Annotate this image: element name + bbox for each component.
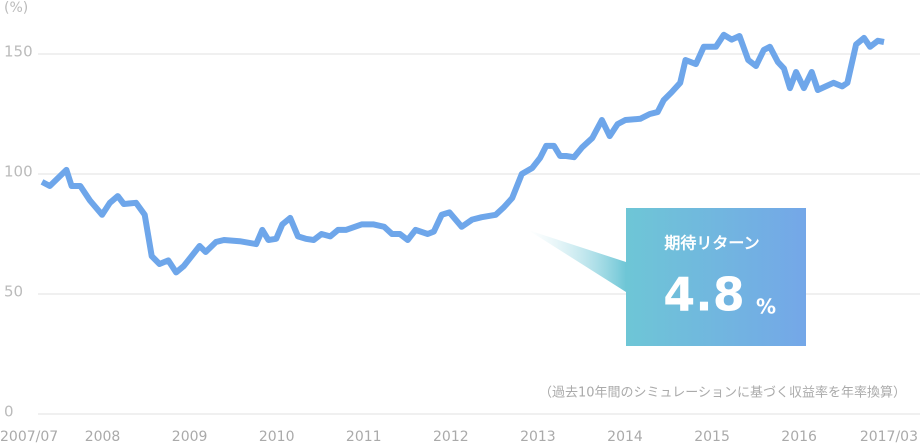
x-tick-label: 2007/07 xyxy=(0,429,58,445)
note: （過去10年間のシミュレーションに基づく収益率を年率換算） xyxy=(539,385,906,401)
x-tick-label: 2012 xyxy=(433,429,469,445)
y-tick-label: 150 xyxy=(4,43,33,61)
plot xyxy=(40,31,885,276)
y-tick-label: 100 xyxy=(4,163,33,181)
x-tick-label: 2015 xyxy=(694,429,730,445)
line xyxy=(40,31,885,276)
x-tick-label: 2013 xyxy=(520,429,556,445)
x-tick-label: 2011 xyxy=(346,429,382,445)
callout-label: 期待リターン xyxy=(664,234,759,253)
x-tick-label: 2008 xyxy=(85,429,121,445)
x-tick-label: 2009 xyxy=(172,429,208,445)
y-unit: (%) xyxy=(4,0,28,16)
callout-pointer xyxy=(528,230,626,292)
callout-value: 4.8 xyxy=(663,268,745,322)
x-tick-label: 2016 xyxy=(781,429,817,445)
x-tick-label: 2010 xyxy=(259,429,295,445)
callout-box xyxy=(626,208,806,346)
callout-unit: % xyxy=(756,295,776,319)
x-tick-label: 2017/03 xyxy=(860,429,918,445)
y-tick-label: 0 xyxy=(4,403,14,421)
grid: 0 50 100 150 2007/07 2008 2009 2010 2011 2012 2013… xyxy=(0,43,920,445)
y-tick-label: 50 xyxy=(4,283,23,301)
x-tick-label: 2014 xyxy=(607,429,643,445)
